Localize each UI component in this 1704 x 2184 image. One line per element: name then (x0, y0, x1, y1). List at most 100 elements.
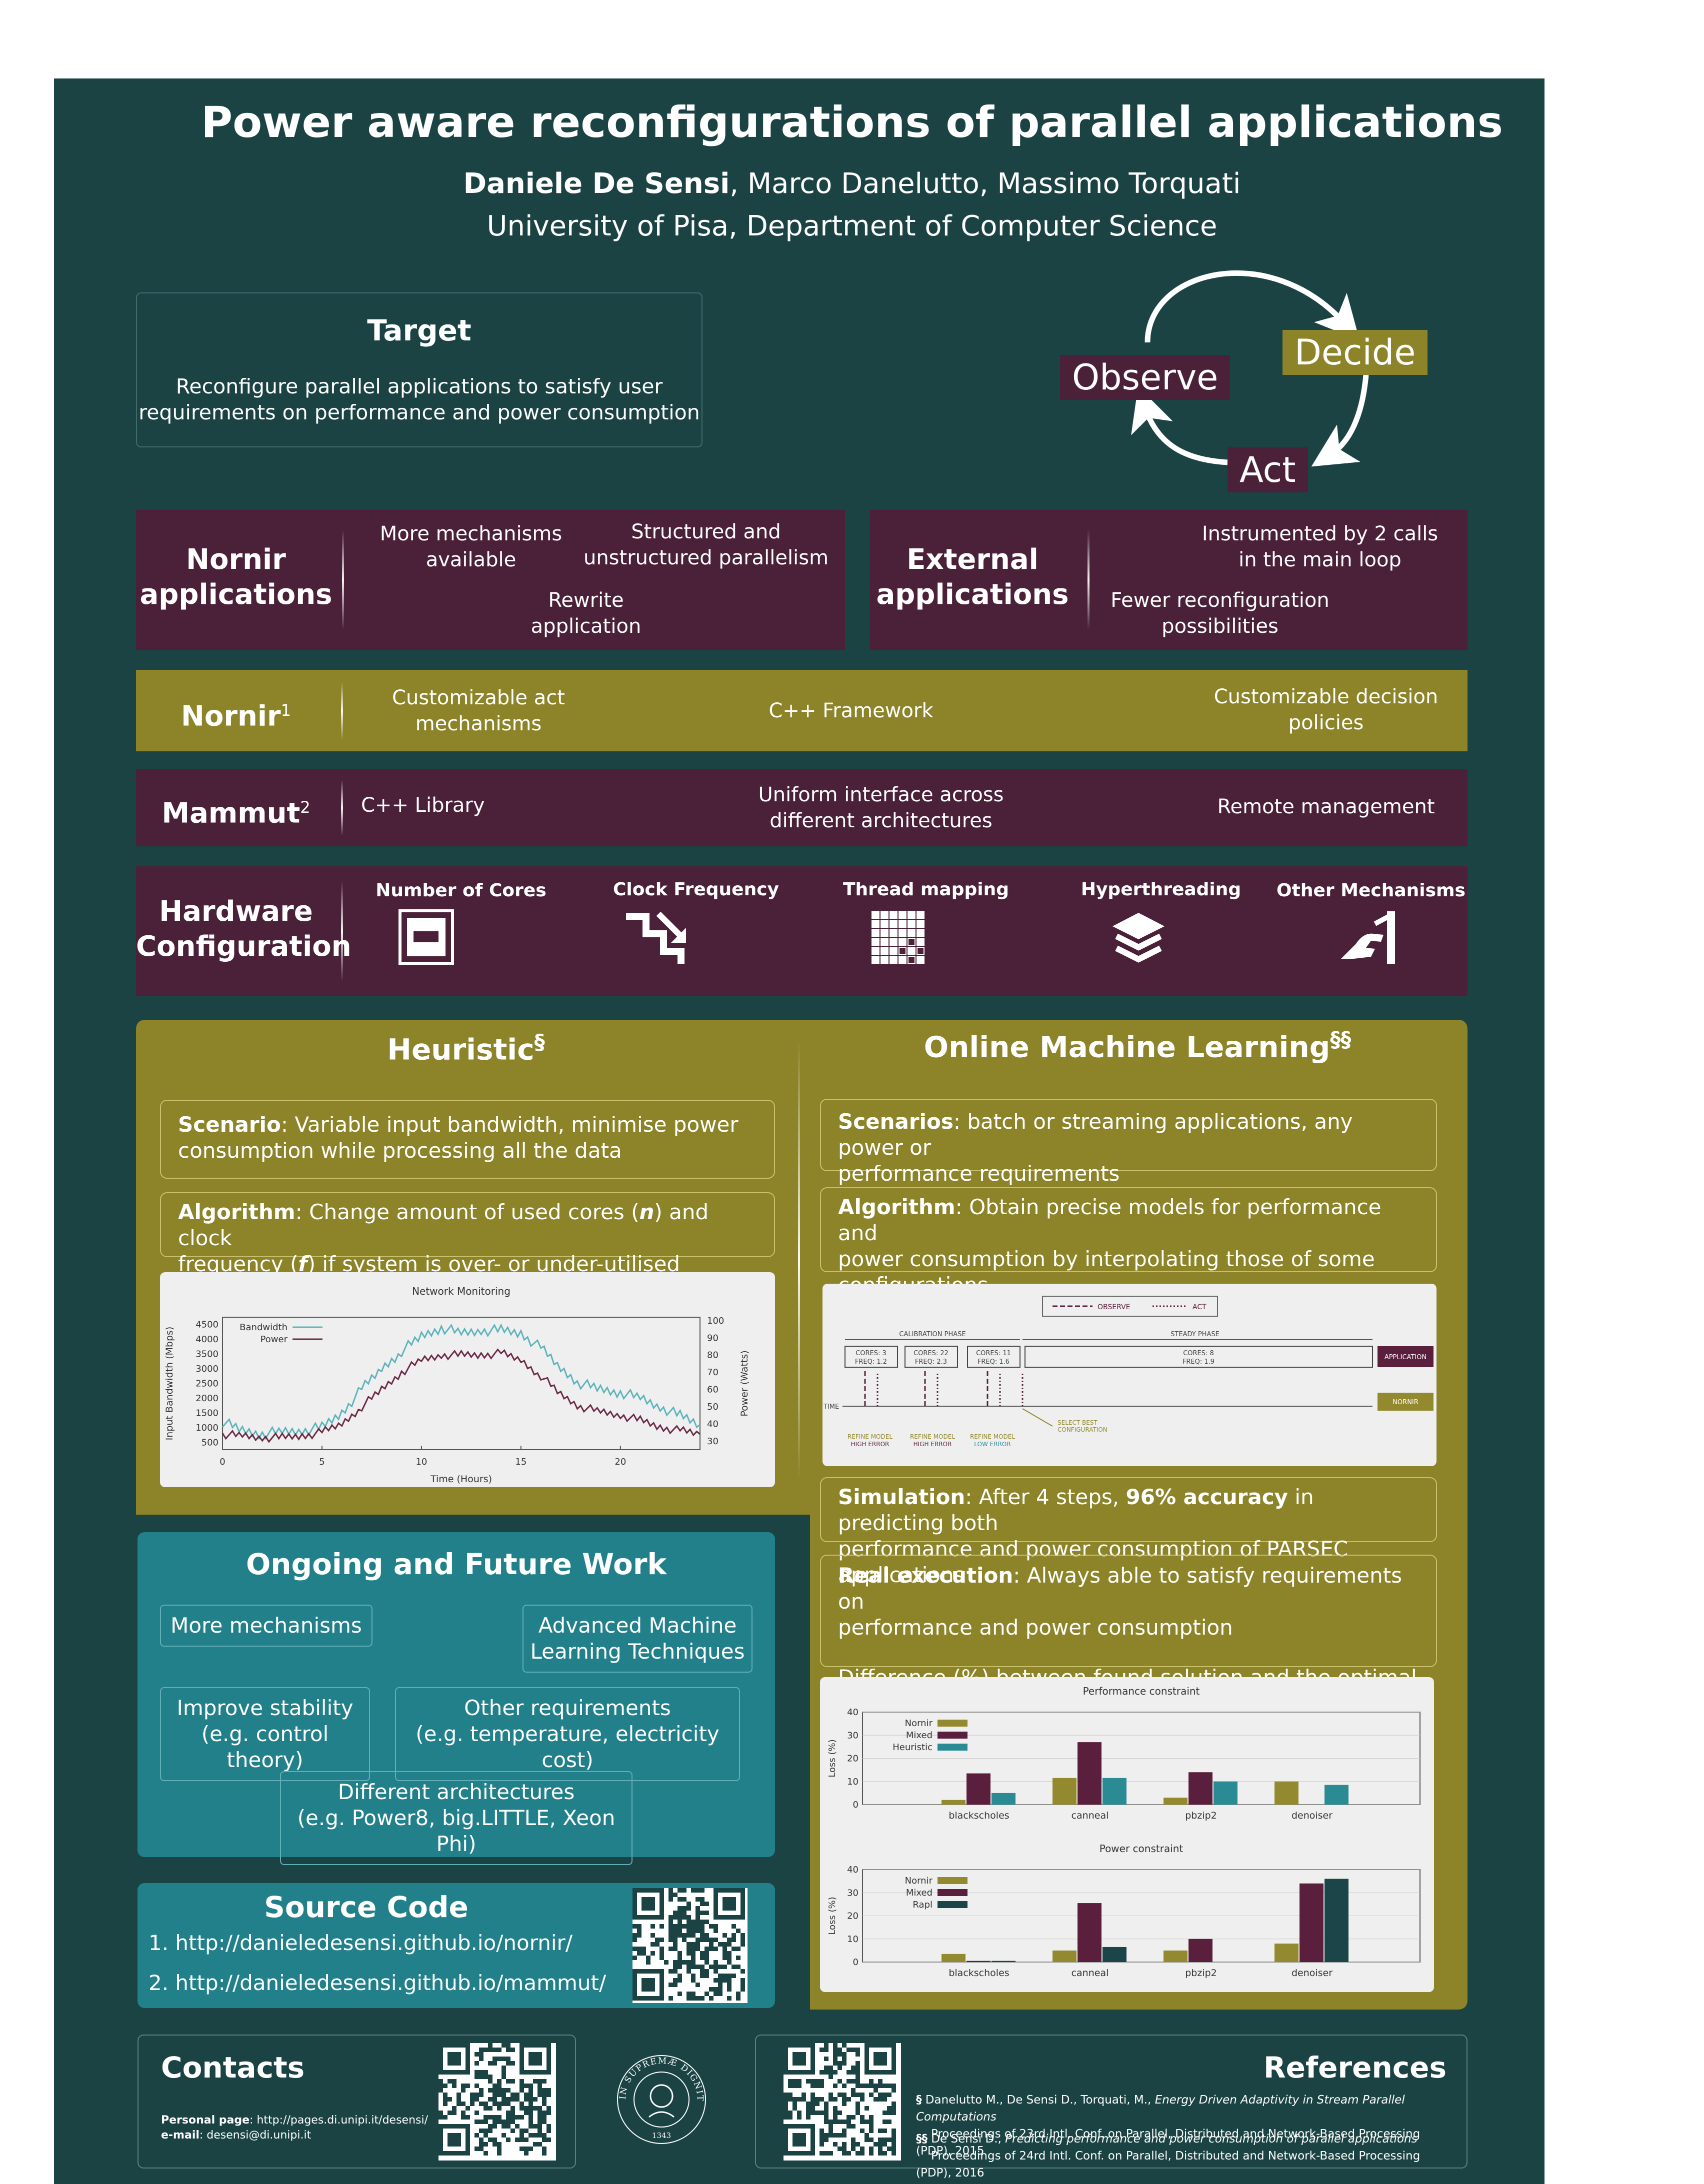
qr-module (497, 2079, 502, 2084)
qr-module (456, 2093, 461, 2097)
qr-module (492, 2048, 497, 2052)
qr-module (668, 1893, 673, 1897)
calibration-svg: OBSERVE ACT CALIBRATION PHASE STEADY PHA… (822, 1284, 1436, 1466)
qr-module (461, 2088, 466, 2093)
future-more-mechanisms: More mechanisms (160, 1605, 372, 1647)
qr-module (810, 2106, 815, 2111)
qr-module (700, 1888, 704, 1893)
qr-module (502, 2043, 506, 2048)
qr-module (820, 2138, 824, 2142)
y-tick-label: 500 (202, 1437, 218, 1448)
error-3: LOW ERROR (974, 1441, 1010, 1448)
legend-label: Bandwidth (240, 1322, 288, 1333)
c2-freq: FREQ: 2.3 (915, 1358, 947, 1366)
qr-module (788, 2093, 792, 2097)
legend-swatch (938, 1744, 968, 1751)
x-tick-label: 0 (220, 1457, 225, 1467)
qr-module (528, 2120, 533, 2124)
qr-module (660, 1924, 664, 1929)
qr-module (474, 2147, 479, 2151)
qr-module (542, 2147, 546, 2151)
qr-module (479, 2093, 484, 2097)
grid-cell (872, 938, 879, 945)
email-address[interactable]: : desensi@di.unipi.it (200, 2129, 311, 2142)
qr-module (461, 2111, 466, 2115)
qr-module (528, 2124, 533, 2129)
qr-module (488, 2138, 492, 2142)
qr-module (846, 2120, 851, 2124)
qr-module (820, 2079, 824, 2084)
loss-charts: Performance constraint 0 10 20 30 40 Loss (%) b… (820, 1677, 1434, 1992)
qr-module (797, 2097, 802, 2102)
algo-1a: : Change amount of used cores ( (296, 1200, 640, 1224)
y-tick-label: 40 (847, 1707, 858, 1718)
mammut-row: Mammut2 C++ Library Uniform interface ac… (136, 769, 1468, 846)
qr-module (838, 2147, 842, 2151)
qr-module (828, 2097, 833, 2102)
qr-module (704, 1902, 709, 1906)
qr-module (856, 2075, 860, 2079)
qr-module (691, 1929, 696, 1933)
qr-module (479, 2088, 484, 2093)
qr-finder (448, 2133, 461, 2147)
qr-module (678, 1920, 682, 1924)
qr-module (838, 2133, 842, 2138)
qr-module (686, 1996, 691, 2001)
qr-module (882, 2138, 887, 2142)
y-tick-label: 1500 (196, 1408, 218, 1418)
oml-scen-2: performance requirements (838, 1161, 1120, 1186)
qr-module (655, 1938, 660, 1942)
qr-module (484, 2115, 488, 2120)
qr-module (650, 1942, 655, 1947)
qr-module (524, 2138, 528, 2142)
hardware-row: Hardware Configuration Number of Cores Cl… (136, 866, 1468, 996)
qr-module (538, 2088, 542, 2093)
oml-ref: §§ (1330, 1027, 1351, 1052)
source-link-mammut[interactable]: 2. http://danieledesensi.github.io/mammu… (148, 1971, 606, 1995)
qr-module (869, 2151, 874, 2156)
qr-module (714, 1969, 718, 1974)
qr-module (732, 1924, 736, 1929)
qr-module (700, 1974, 704, 1978)
personal-page-url[interactable]: : http://pages.di.unipi.it/desensi/ (250, 2114, 428, 2127)
qr-module (510, 2079, 515, 2084)
qr-module (860, 2151, 864, 2156)
grid-cell (890, 956, 897, 963)
ext-f2b: possibilities (1162, 615, 1278, 638)
qr-module (806, 2102, 810, 2106)
qr-module (696, 1942, 700, 1947)
qr-module (637, 1929, 642, 1933)
source-link-nornir[interactable]: 1. http://danieledesensi.github.io/norni… (148, 1931, 572, 1955)
bar-mixed-canneal (1078, 1903, 1102, 1962)
qr-module (700, 1965, 704, 1969)
qr-module (878, 2097, 882, 2102)
qr-module (851, 2124, 856, 2129)
qr-module (668, 1969, 673, 1974)
qr-module (882, 2111, 887, 2115)
qr-module (851, 2088, 856, 2093)
bar-nornir-denoiser (1274, 1782, 1298, 1805)
qr-module (682, 1888, 686, 1893)
qr-module (842, 2061, 846, 2066)
heuristic-ref: § (534, 1030, 545, 1054)
qr-module (528, 2088, 533, 2093)
qr-module (533, 2124, 538, 2129)
qr-module (874, 2088, 878, 2093)
qr-module (533, 2106, 538, 2111)
qr-module (515, 2093, 520, 2097)
qr-module (538, 2093, 542, 2097)
qr-module (528, 2093, 533, 2097)
oml-algo-2: power consumption by interpolating those… (838, 1247, 1375, 1271)
qr-module (691, 1960, 696, 1965)
y-tick-label: 2500 (196, 1379, 218, 1389)
qr-module (492, 2057, 497, 2061)
chart-title: Network Monitoring (412, 1285, 510, 1297)
qr-module (502, 2097, 506, 2102)
qr-module (833, 2061, 838, 2066)
qr-module (882, 2093, 887, 2097)
qr-module (820, 2070, 824, 2075)
grid-cell (899, 929, 906, 936)
series-power (222, 1350, 700, 1442)
qr-module (851, 2147, 856, 2151)
main-author: Daniele De Sensi (464, 167, 730, 200)
